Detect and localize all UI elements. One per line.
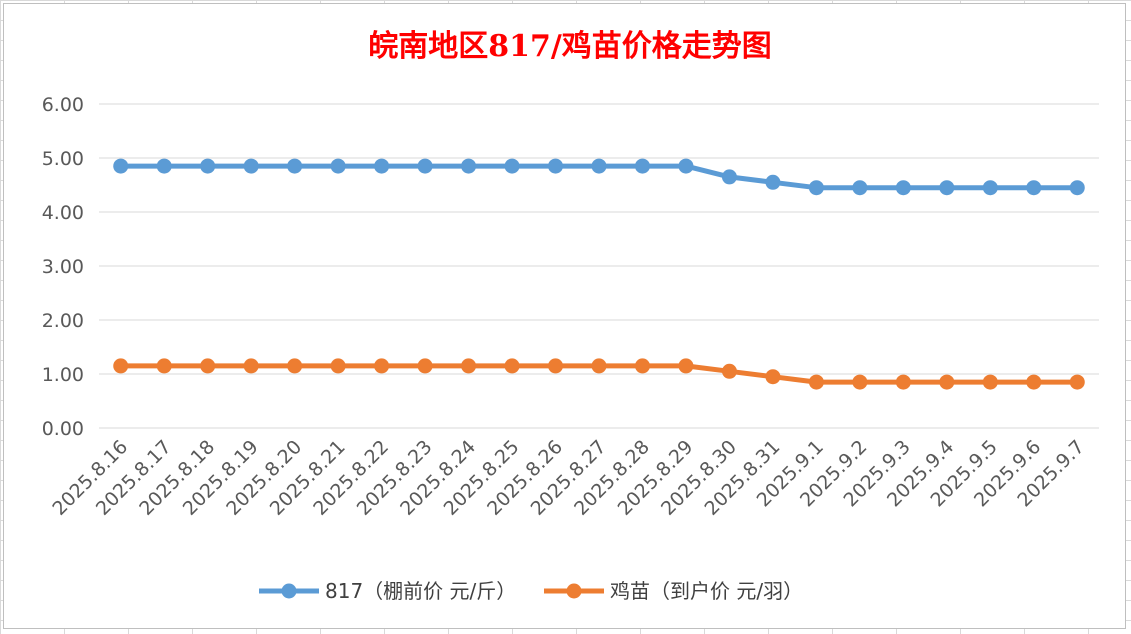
data-point[interactable]: [243, 158, 259, 174]
series: [113, 158, 1085, 390]
data-point[interactable]: [939, 374, 955, 390]
y-tick-label: 2.00: [42, 310, 84, 332]
series-2: [113, 358, 1085, 390]
data-point[interactable]: [156, 358, 172, 374]
y-tick-label: 0.00: [42, 418, 84, 440]
legend-label: 817（棚前价 元/斤）: [325, 579, 516, 603]
data-point[interactable]: [461, 358, 477, 374]
data-point[interactable]: [330, 358, 346, 374]
legend[interactable]: 817（棚前价 元/斤） 鸡苗（到户价 元/羽）: [259, 579, 803, 603]
data-point[interactable]: [982, 180, 998, 196]
data-point[interactable]: [548, 358, 564, 374]
data-point[interactable]: [1069, 374, 1085, 390]
data-point[interactable]: [678, 358, 694, 374]
data-point[interactable]: [417, 158, 433, 174]
y-tick-label: 3.00: [42, 256, 84, 278]
data-point[interactable]: [895, 374, 911, 390]
data-point[interactable]: [1026, 180, 1042, 196]
data-point[interactable]: [504, 358, 520, 374]
data-point[interactable]: [678, 158, 694, 174]
data-point[interactable]: [591, 158, 607, 174]
data-point[interactable]: [200, 158, 216, 174]
data-point[interactable]: [808, 374, 824, 390]
y-tick-label: 4.00: [42, 202, 84, 224]
data-point[interactable]: [200, 358, 216, 374]
legend-marker: [566, 583, 582, 599]
legend-item[interactable]: 817（棚前价 元/斤）: [259, 579, 516, 603]
data-point[interactable]: [1069, 180, 1085, 196]
y-tick-label: 1.00: [42, 364, 84, 386]
chart-area[interactable]: 皖南地区817/鸡苗价格走势图 0.00 1.00 2.00 3.00 4.00 5.00…: [3, 3, 1126, 629]
data-point[interactable]: [852, 180, 868, 196]
data-point[interactable]: [113, 358, 129, 374]
data-point[interactable]: [721, 169, 737, 185]
line-chart: 皖南地区817/鸡苗价格走势图 0.00 1.00 2.00 3.00 4.00 5.00…: [42, 29, 1099, 603]
data-point[interactable]: [113, 158, 129, 174]
legend-label: 鸡苗（到户价 元/羽）: [610, 579, 803, 603]
data-point[interactable]: [374, 358, 390, 374]
data-point[interactable]: [852, 374, 868, 390]
data-point[interactable]: [504, 158, 520, 174]
data-point[interactable]: [591, 358, 607, 374]
data-point[interactable]: [765, 174, 781, 190]
data-point[interactable]: [243, 358, 259, 374]
y-tick-label: 6.00: [42, 94, 84, 116]
data-point[interactable]: [330, 158, 346, 174]
gridlines: [99, 103, 1099, 429]
legend-marker: [281, 583, 297, 599]
series-1: [113, 158, 1085, 196]
chart-title: 皖南地区817/鸡苗价格走势图: [368, 29, 772, 64]
x-axis-ticks: 2025.8.162025.8.172025.8.182025.8.192025…: [48, 436, 1088, 520]
legend-item[interactable]: 鸡苗（到户价 元/羽）: [544, 579, 803, 603]
data-point[interactable]: [895, 180, 911, 196]
data-point[interactable]: [156, 158, 172, 174]
data-point[interactable]: [374, 158, 390, 174]
data-point[interactable]: [721, 363, 737, 379]
data-point[interactable]: [287, 358, 303, 374]
y-tick-label: 5.00: [42, 148, 84, 170]
data-point[interactable]: [765, 369, 781, 385]
data-point[interactable]: [634, 158, 650, 174]
data-point[interactable]: [939, 180, 955, 196]
data-point[interactable]: [287, 158, 303, 174]
data-point[interactable]: [808, 180, 824, 196]
data-point[interactable]: [461, 158, 477, 174]
data-point[interactable]: [548, 158, 564, 174]
y-axis-ticks: 0.00 1.00 2.00 3.00 4.00 5.00 6.00: [42, 94, 84, 440]
data-point[interactable]: [417, 358, 433, 374]
data-point[interactable]: [634, 358, 650, 374]
data-point[interactable]: [982, 374, 998, 390]
data-point[interactable]: [1026, 374, 1042, 390]
